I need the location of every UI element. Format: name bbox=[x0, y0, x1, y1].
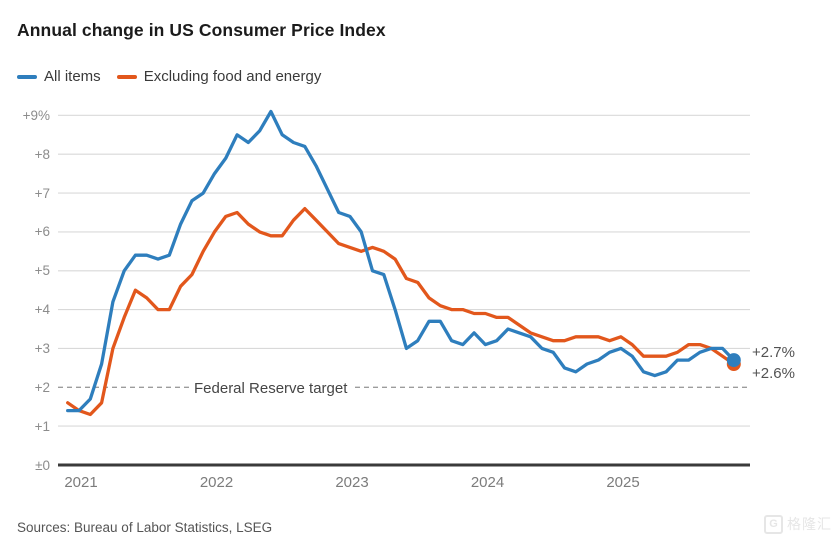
end-value-core: +2.6% bbox=[752, 365, 795, 382]
fed-target-annotation: Federal Reserve target bbox=[190, 380, 352, 398]
y-tick-label: +1 bbox=[34, 418, 50, 434]
y-tick-label: +5 bbox=[34, 263, 50, 279]
core-line bbox=[66, 206, 736, 417]
y-tick-label: +6 bbox=[34, 224, 50, 240]
chart-title: Annual change in US Consumer Price Index bbox=[17, 20, 386, 40]
y-tick-label: ±0 bbox=[35, 457, 50, 473]
gelonghui-logo-icon: G bbox=[764, 514, 783, 534]
y-tick-label: +2 bbox=[34, 379, 50, 395]
all-items-end-dot bbox=[726, 353, 741, 368]
x-tick-label: 2022 bbox=[199, 474, 234, 491]
x-tick-label: 2024 bbox=[470, 474, 505, 491]
watermark: G 格隆汇 bbox=[764, 514, 832, 534]
legend-item-core: Excluding food and energy bbox=[116, 68, 322, 85]
y-tick-label: +7 bbox=[34, 185, 50, 201]
x-tick-label: 2021 bbox=[64, 474, 98, 491]
source-attribution: Sources: Bureau of Labor Statistics, LSE… bbox=[17, 520, 273, 535]
core-line-swatch-icon bbox=[116, 74, 137, 79]
x-tick-label: 2023 bbox=[335, 474, 369, 491]
legend-label-core: Excluding food and energy bbox=[143, 68, 322, 85]
all-items-line-swatch-icon bbox=[17, 74, 37, 79]
chart-legend: All items Excluding food and energy bbox=[17, 68, 321, 85]
x-tick-label: 2025 bbox=[606, 474, 640, 491]
y-tick-label: +9% bbox=[22, 107, 50, 123]
watermark-text: 格隆汇 bbox=[787, 516, 832, 532]
end-value-all-items: +2.7% bbox=[752, 344, 795, 361]
legend-label-all-items: All items bbox=[44, 68, 101, 85]
y-tick-label: +3 bbox=[34, 340, 50, 356]
legend-item-all-items: All items bbox=[17, 68, 101, 85]
y-tick-label: +8 bbox=[34, 146, 50, 162]
y-tick-label: +4 bbox=[34, 302, 50, 318]
all-items-line bbox=[66, 109, 736, 413]
